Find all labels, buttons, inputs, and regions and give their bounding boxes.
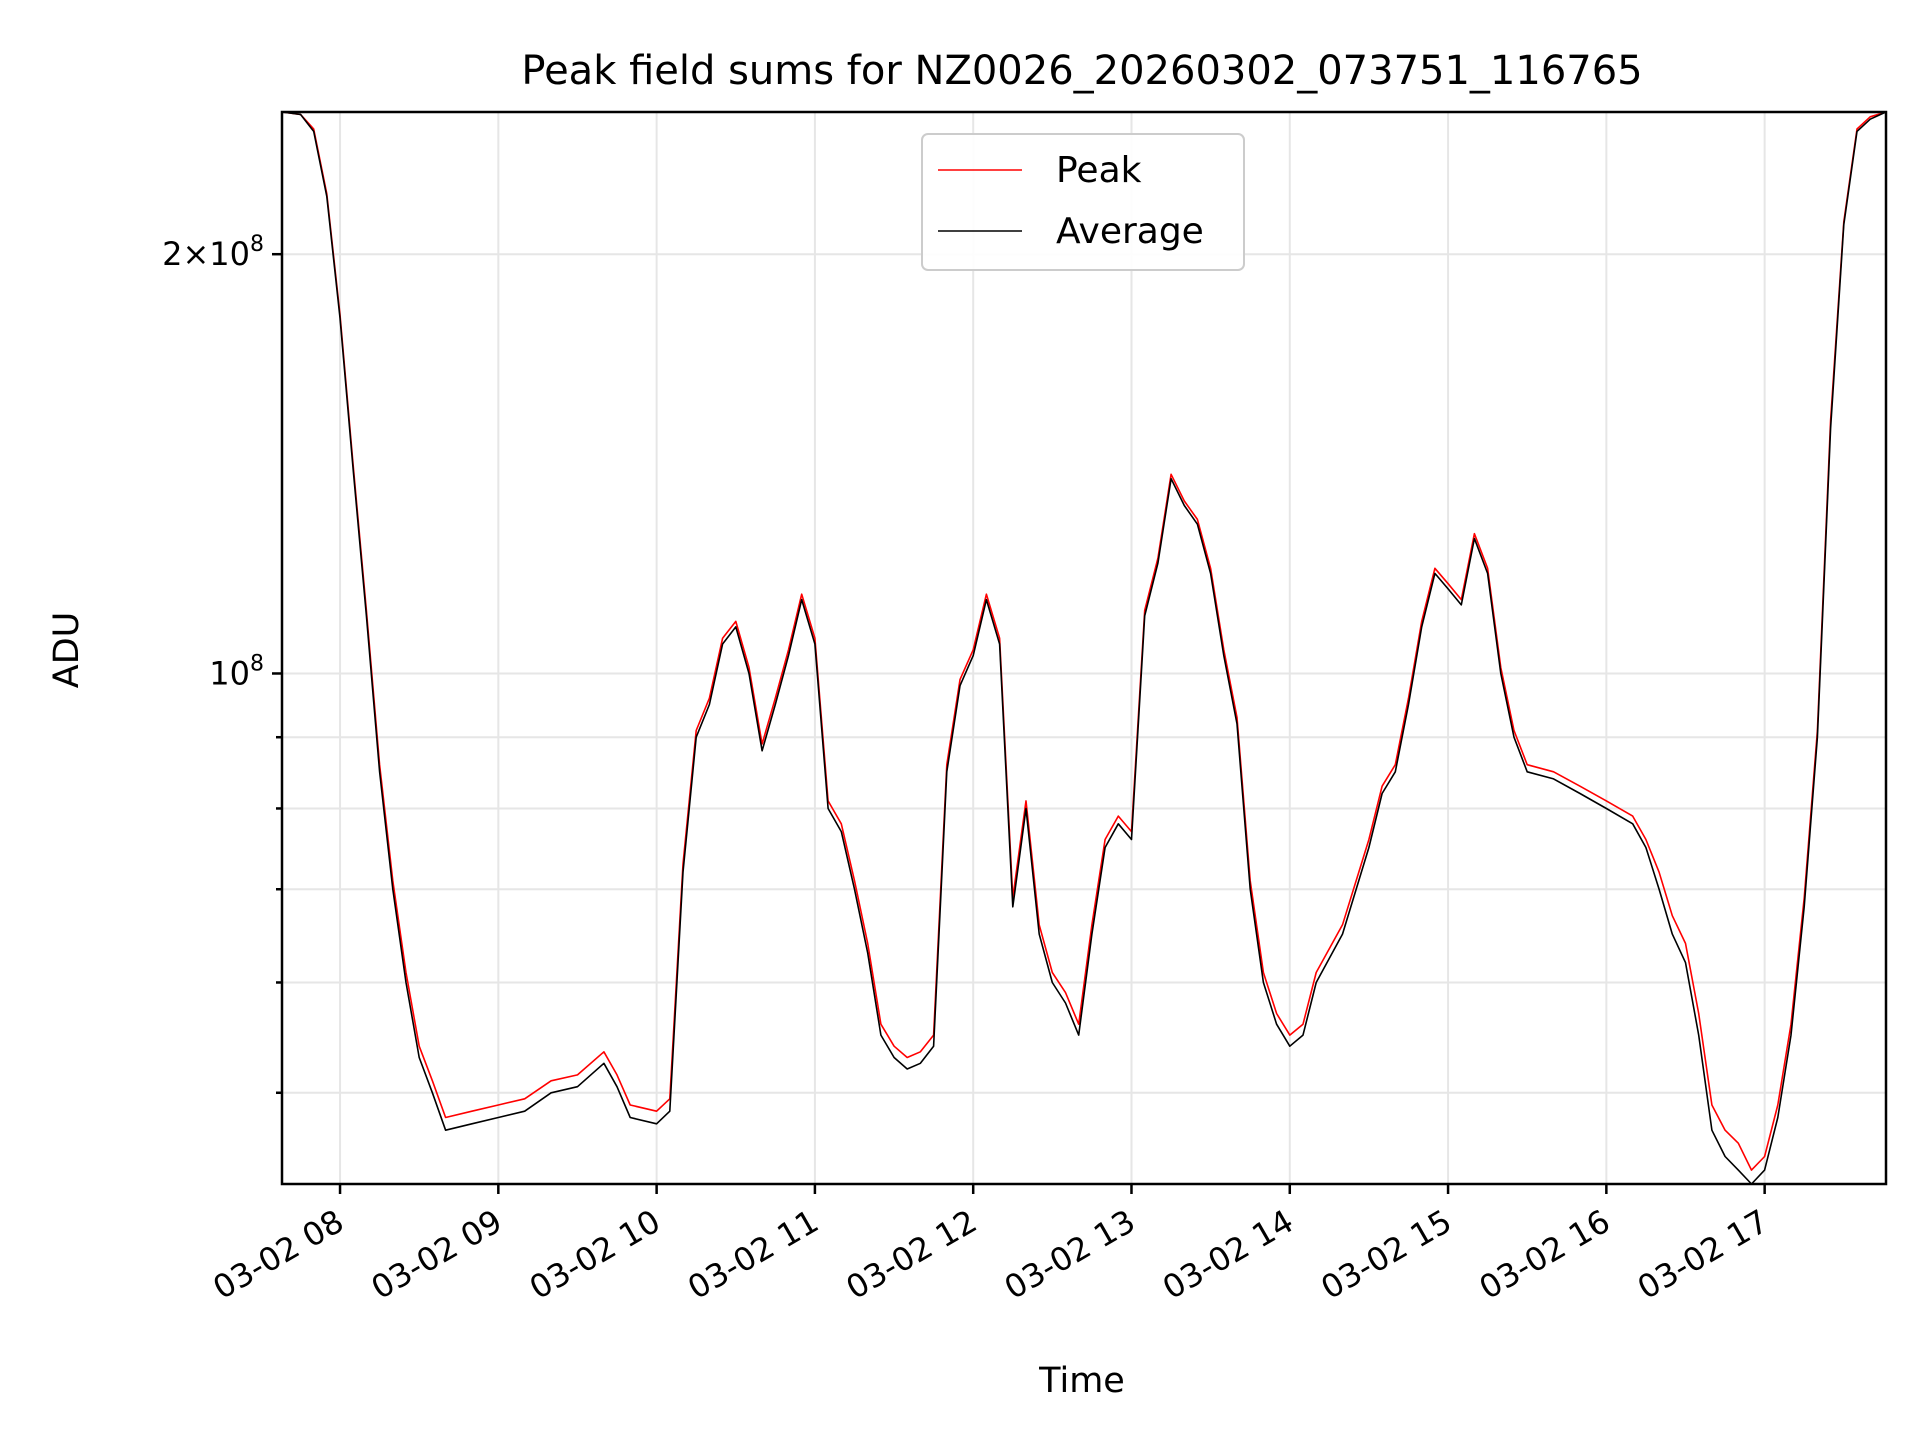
plot-frame <box>280 110 1888 1186</box>
legend-label-average: Average <box>1056 211 1204 252</box>
y-tick-label: 2×108 <box>162 232 264 273</box>
chart-title: Peak field sums for NZ0026_20260302_0737… <box>521 48 1642 94</box>
legend: Peak Average <box>921 133 1245 271</box>
y-axis-ticks: 108 2×108 <box>162 232 282 1095</box>
series-line-peak <box>281 111 1887 1171</box>
grid-layer <box>282 112 1886 1184</box>
series-line-average <box>281 111 1887 1185</box>
legend-label-peak: Peak <box>1056 150 1142 191</box>
series-layer <box>281 111 1887 1185</box>
y-axis-label: ADU <box>47 612 87 689</box>
legend-box <box>921 133 1245 271</box>
x-axis-label: Time <box>1038 1361 1125 1401</box>
y-tick-label: 108 <box>209 651 264 692</box>
